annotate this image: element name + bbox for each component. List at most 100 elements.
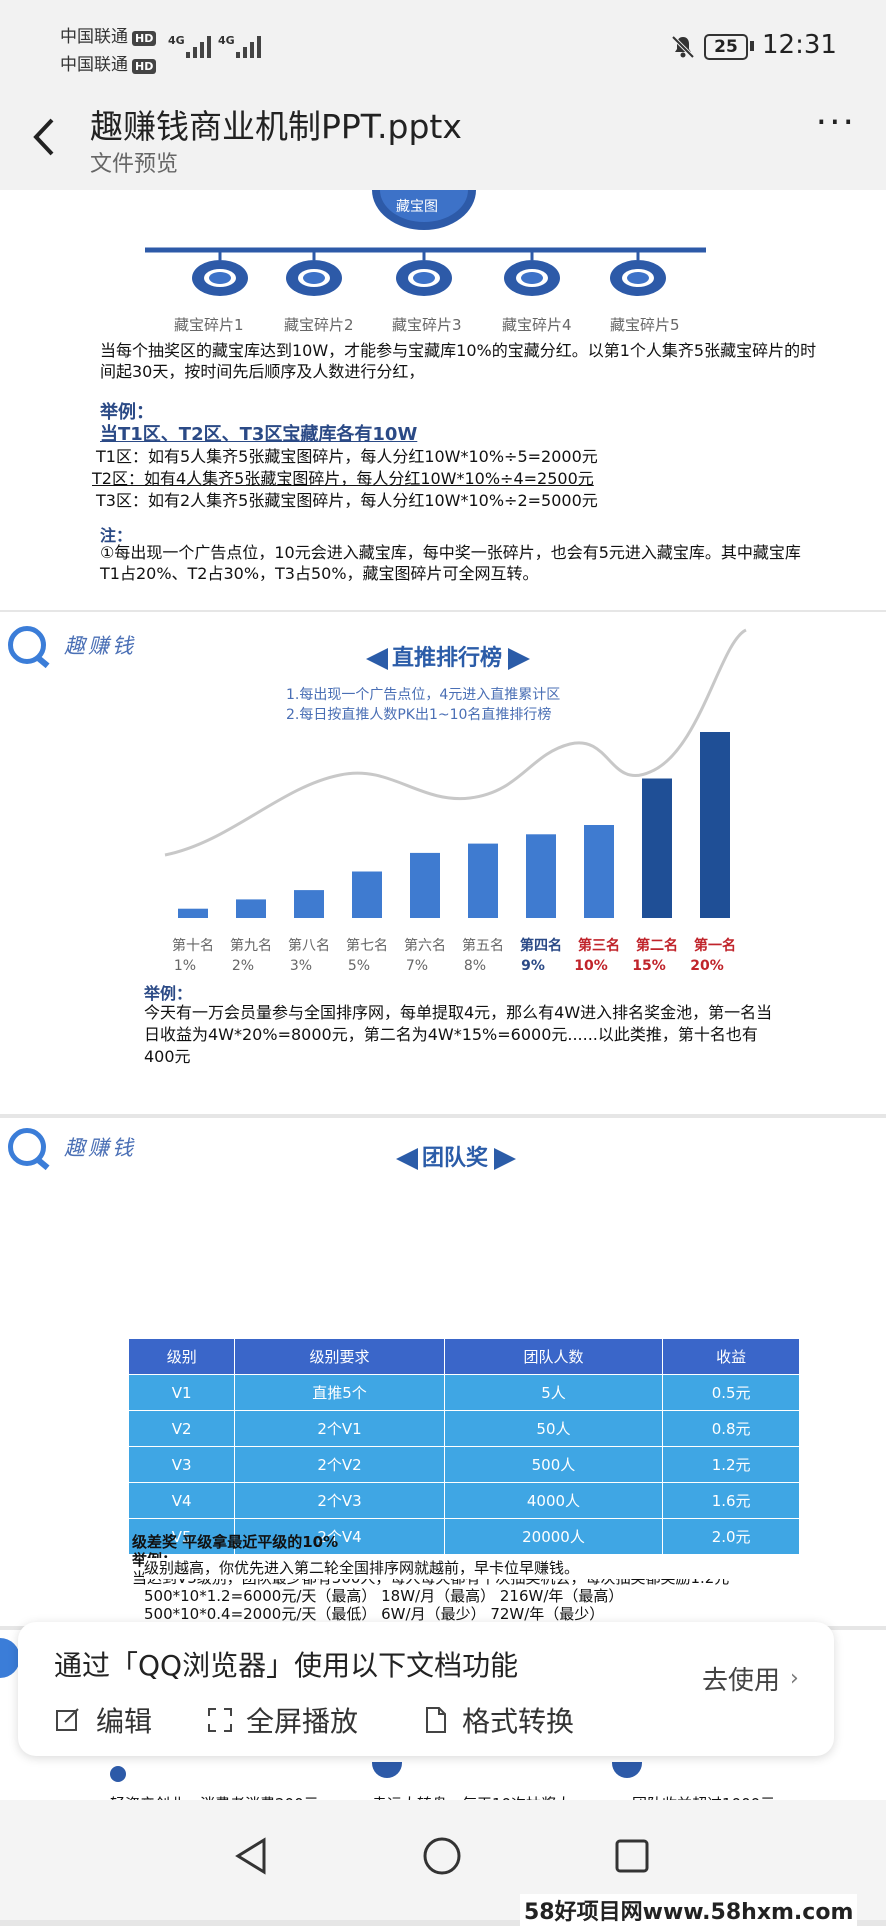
table-cell: V5 <box>127 1518 236 1555</box>
rank-label-5: 第六名 <box>404 937 446 954</box>
app-header: 趣赚钱商业机制PPT.pptx 文件预览 ··· <box>0 92 886 190</box>
nav-recents-button[interactable] <box>614 1838 650 1878</box>
table-cell: 2个V2 <box>234 1446 445 1483</box>
table-cell: 2个V3 <box>234 1482 445 1519</box>
qq-browser-promo: 通过「QQ浏览器」使用以下文档功能 去使用 › 编辑 全屏播放 格式转换 <box>18 1622 834 1756</box>
clock: 12:31 <box>762 30 837 60</box>
brand-q-icon <box>0 1638 20 1678</box>
team-award-table: 级别 级别要求 团队人数 收益 V1 直推5个 5人 0.5元 V2 2个V1 50人 0.8元 V3… <box>127 1338 800 1555</box>
bar-7 <box>526 834 556 918</box>
table-cell: 直推5个 <box>234 1374 445 1411</box>
example-label: 举例： <box>144 984 193 1003</box>
battery-icon: 25 <box>704 34 748 60</box>
example-line-2: 500*10*1.2=6000元/天（最高） 18W/月（最高） 216W/年（… <box>144 1587 624 1605</box>
convert-button[interactable]: 格式转换 <box>424 1700 574 1740</box>
percent-label-2: 2% <box>232 958 254 974</box>
percent-label-5: 7% <box>406 958 428 974</box>
table-cell: 5人 <box>443 1374 664 1411</box>
example-line-3: 500*10*0.4=2000元/天（最低） 6W/月（最少） 72W/年（最少… <box>144 1605 605 1623</box>
treasure-map-diagram <box>145 190 706 296</box>
slide-treasure-map: 藏宝图 藏宝碎片1 藏宝碎片2 藏宝碎片3 藏宝碎片4 藏宝碎片5 当每个抽奖区… <box>0 190 886 610</box>
brand-logo: 趣赚钱 <box>8 1128 136 1166</box>
column-header: 级别 <box>127 1338 236 1375</box>
rank-label-9: 第二名 <box>636 937 678 954</box>
note-label: 注： <box>100 526 133 545</box>
percent-label-3: 3% <box>290 958 312 974</box>
table-cell: 2个V1 <box>234 1410 445 1447</box>
percent-label-6: 8% <box>464 958 486 974</box>
rank-label-2: 第九名 <box>230 937 272 954</box>
table-row: V5 2个V4 20000人 2.0元 <box>127 1518 800 1555</box>
table-row: V2 2个V1 50人 0.8元 <box>127 1410 800 1447</box>
fragment-label-5: 藏宝碎片5 <box>610 316 680 334</box>
slide-title: 团队奖 <box>396 1140 517 1172</box>
bullet-icon <box>110 1766 126 1782</box>
signal-icon <box>236 34 261 58</box>
table-header: 级别 级别要求 团队人数 收益 <box>127 1338 800 1375</box>
table-cell: 0.8元 <box>662 1410 800 1447</box>
table-cell: V2 <box>127 1410 236 1447</box>
carrier-1: 中国联通 HD <box>60 22 157 47</box>
table-row: V3 2个V2 500人 1.2元 <box>127 1446 800 1483</box>
bar-10 <box>700 732 730 918</box>
example-text: 今天有一万会员量参与全国排序网，每单提取4元，那么有4W进入排名奖金池，第一名当… <box>144 1003 773 1066</box>
rank-label-3: 第八名 <box>288 937 330 954</box>
rule-2: 2.每日按直推人数PK出1~10名直推排行榜 <box>286 707 552 723</box>
percent-label-7: 9% <box>521 958 545 974</box>
document-icon <box>426 1707 446 1733</box>
table-cell: 1.6元 <box>662 1482 800 1519</box>
chevron-right-icon: › <box>790 1666 799 1691</box>
brand-q-icon <box>8 1128 46 1166</box>
table-cell: V4 <box>127 1482 236 1519</box>
example-t3: T3区：如有2人集齐5张藏宝图碎片，每人分红10W*10%÷2=5000元 <box>96 491 598 510</box>
edit-button[interactable]: 编辑 <box>54 1700 152 1740</box>
rank-label-1: 第十名 <box>172 937 214 954</box>
status-bar: 中国联通 HD 中国联通 HD 4G 4G 25 12:31 <box>0 0 886 92</box>
slide-title: 直推排行榜 <box>366 640 531 672</box>
more-options-button[interactable]: ··· <box>815 102 856 143</box>
percent-label-4: 5% <box>348 958 370 974</box>
rule-1: 1.每出现一个广告点位，4元进入直推累计区 <box>286 687 561 703</box>
rank-label-8: 第三名 <box>578 937 620 954</box>
table-cell: 2.0元 <box>662 1518 800 1555</box>
table-cell: 1.2元 <box>662 1446 800 1483</box>
table-row: V4 2个V3 4000人 1.6元 <box>127 1482 800 1519</box>
brand-q-icon <box>8 626 46 664</box>
fullscreen-button[interactable]: 全屏播放 <box>206 1700 358 1740</box>
slide-team-award: 趣赚钱 团队奖 级别 级别要求 团队人数 收益 V1 直推5个 5人 0.5元 V2 2个V1 5… <box>0 1118 886 1626</box>
hub-label: 藏宝图 <box>396 199 438 215</box>
promo-title: 通过「QQ浏览器」使用以下文档功能 <box>54 1649 519 1682</box>
use-now-button[interactable]: 去使用 › <box>702 1666 799 1696</box>
column-header: 收益 <box>662 1338 800 1375</box>
nav-back-button[interactable] <box>232 1836 272 1880</box>
percent-label-1: 1% <box>174 958 196 974</box>
example-heading: 当T1区、T2区、T3区宝藏库各有10W <box>100 424 418 445</box>
nav-home-button[interactable] <box>422 1836 462 1880</box>
table-cell: 500人 <box>443 1446 664 1483</box>
example-label: 举例： <box>100 402 154 423</box>
triangle-back-icon <box>235 1837 266 1875</box>
percent-label-10: 20% <box>690 958 724 974</box>
table-row: V1 直推5个 5人 0.5元 <box>127 1374 800 1411</box>
carrier-2: 中国联通 HD <box>60 50 157 75</box>
table-cell: V3 <box>127 1446 236 1483</box>
system-nav-bar: 58好项目网www.58hxm.com <box>0 1800 886 1926</box>
column-header: 团队人数 <box>443 1338 664 1375</box>
bar-4 <box>352 871 382 918</box>
network-type-2: 4G <box>218 34 235 47</box>
fragment-label-1: 藏宝碎片1 <box>174 316 244 334</box>
fragment-label-3: 藏宝碎片3 <box>392 316 462 334</box>
note-text: ①每出现一个广告点位，10元会进入藏宝库，每中奖一张碎片，也会有5元进入藏宝库。… <box>100 543 801 583</box>
dividend-rule: 当每个抽奖区的藏宝库达到10W，才能参与宝藏库10%的宝藏分红。以第1个人集齐5… <box>100 341 817 381</box>
rank-label-4: 第七名 <box>346 937 388 954</box>
rank-label-10: 第一名 <box>694 937 736 954</box>
ranking-chart: 第十名 1% 第九名 2% 第八名 3% 第七名 5% 第六名 7% 第五名 8% 第四名 9% 第三名 10… <box>164 628 747 974</box>
document-subtitle: 文件预览 <box>90 152 179 177</box>
back-button[interactable] <box>28 112 68 162</box>
table-cell: 0.5元 <box>662 1374 800 1411</box>
fullscreen-icon <box>208 1708 232 1732</box>
bullet-icon <box>372 1762 402 1778</box>
bar-8 <box>584 825 614 918</box>
network-type-1: 4G <box>168 34 185 47</box>
bar-5 <box>410 852 440 918</box>
